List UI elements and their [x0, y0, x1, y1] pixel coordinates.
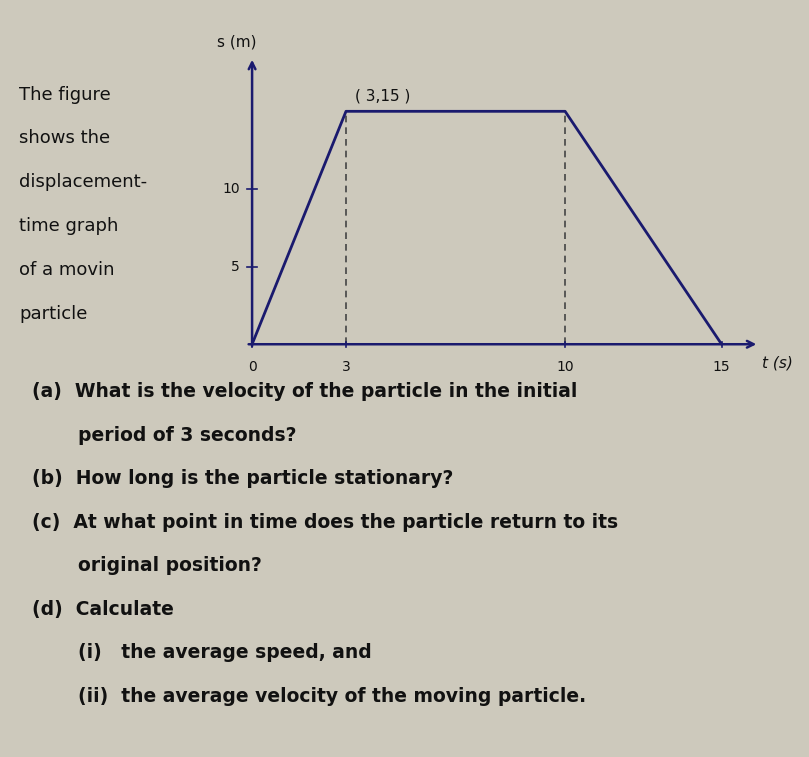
Text: 10: 10	[557, 360, 574, 374]
Text: The figure: The figure	[19, 86, 111, 104]
Text: (a)  What is the velocity of the particle in the initial: (a) What is the velocity of the particle…	[32, 382, 578, 401]
Text: of a movin: of a movin	[19, 261, 115, 279]
Text: time graph: time graph	[19, 217, 119, 235]
Text: ( 3,15 ): ( 3,15 )	[355, 89, 411, 104]
Text: particle: particle	[19, 305, 88, 323]
Text: s (m): s (m)	[217, 34, 256, 49]
Text: 5: 5	[231, 260, 239, 273]
Text: (b)  How long is the particle stationary?: (b) How long is the particle stationary?	[32, 469, 453, 488]
Text: shows the: shows the	[19, 129, 111, 148]
Text: 10: 10	[222, 182, 239, 196]
Text: (d)  Calculate: (d) Calculate	[32, 600, 174, 619]
Text: (ii)  the average velocity of the moving particle.: (ii) the average velocity of the moving …	[78, 687, 587, 706]
Text: 3: 3	[341, 360, 350, 374]
Text: period of 3 seconds?: period of 3 seconds?	[78, 425, 297, 445]
Text: t (s): t (s)	[762, 355, 793, 370]
Text: original position?: original position?	[78, 556, 262, 575]
Text: 15: 15	[713, 360, 731, 374]
Text: 0: 0	[248, 360, 256, 374]
Text: (c)  At what point in time does the particle return to its: (c) At what point in time does the parti…	[32, 513, 618, 532]
Text: displacement-: displacement-	[19, 173, 147, 192]
Text: (i)   the average speed, and: (i) the average speed, and	[78, 643, 372, 662]
